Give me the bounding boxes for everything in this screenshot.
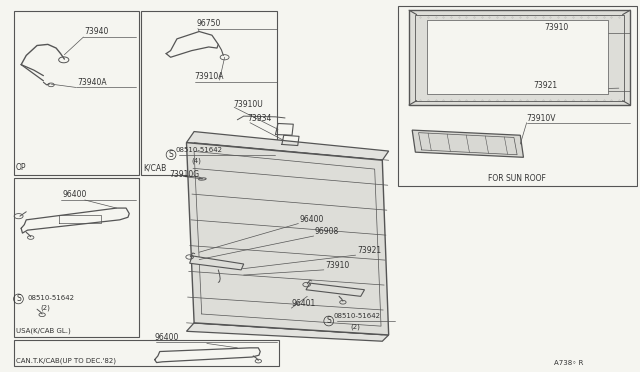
Text: 08510-51642: 08510-51642 — [175, 147, 222, 153]
Text: 73910U: 73910U — [233, 100, 262, 109]
Polygon shape — [186, 142, 388, 335]
Polygon shape — [412, 130, 524, 157]
Text: 73921: 73921 — [533, 81, 557, 90]
Bar — [427, 20, 608, 94]
Polygon shape — [189, 256, 244, 270]
Text: S: S — [16, 294, 21, 304]
Text: 73910V: 73910V — [527, 114, 556, 123]
Text: 73910: 73910 — [325, 261, 349, 270]
Text: CAN.T.K/CAB(UP TO DEC.'82): CAN.T.K/CAB(UP TO DEC.'82) — [16, 358, 116, 365]
Text: S: S — [326, 317, 331, 326]
Text: (2): (2) — [351, 324, 360, 330]
Text: 08510-51642: 08510-51642 — [28, 295, 74, 301]
Text: 73910A: 73910A — [194, 72, 223, 81]
Bar — [13, 340, 278, 366]
Polygon shape — [409, 10, 630, 105]
Bar — [13, 11, 139, 175]
Polygon shape — [306, 283, 365, 296]
Polygon shape — [186, 323, 388, 341]
Text: 96908: 96908 — [315, 227, 339, 236]
Bar — [397, 6, 637, 186]
Text: S: S — [169, 150, 173, 159]
Text: 73921: 73921 — [357, 246, 381, 255]
Text: 96400: 96400 — [300, 215, 324, 224]
Text: K/CAB: K/CAB — [143, 163, 166, 172]
Text: OP: OP — [16, 163, 27, 172]
Text: 96400: 96400 — [63, 190, 87, 199]
Text: (2): (2) — [40, 305, 50, 311]
Text: USA(K/CAB GL.): USA(K/CAB GL.) — [16, 328, 71, 334]
Text: 73910: 73910 — [545, 23, 569, 32]
Text: FOR SUN ROOF: FOR SUN ROOF — [488, 174, 547, 183]
Text: 96750: 96750 — [196, 19, 220, 28]
Bar — [141, 11, 277, 175]
Text: (4): (4) — [191, 157, 202, 164]
Bar — [415, 15, 624, 102]
Polygon shape — [186, 132, 388, 160]
Bar — [13, 178, 139, 337]
Text: 73910G: 73910G — [170, 170, 200, 179]
Text: A738◦ R: A738◦ R — [554, 359, 584, 366]
Text: 08510-51642: 08510-51642 — [334, 313, 381, 319]
Text: 96400: 96400 — [155, 333, 179, 341]
Text: 73934: 73934 — [248, 115, 272, 124]
Text: 73940: 73940 — [84, 27, 109, 36]
Text: 73940A: 73940A — [77, 78, 107, 87]
Text: 96401: 96401 — [291, 299, 316, 308]
